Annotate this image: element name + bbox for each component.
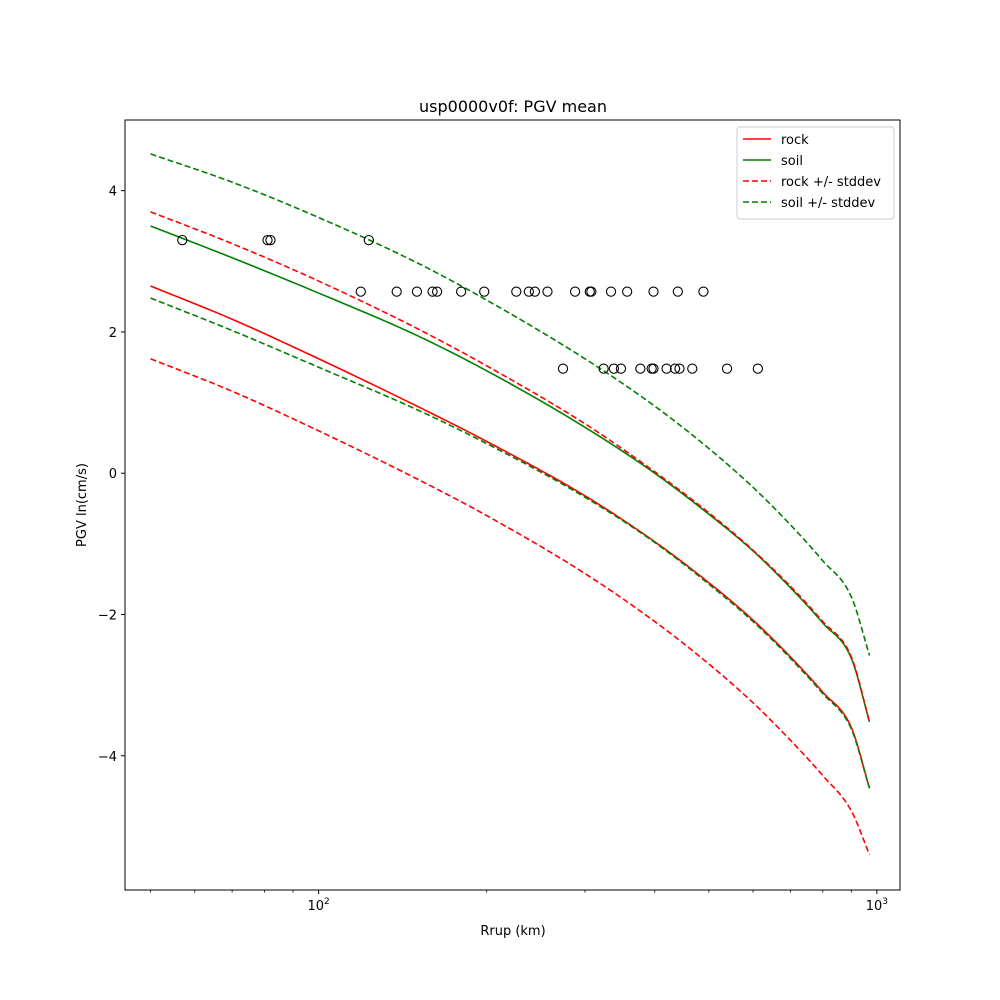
observation-point bbox=[265, 234, 276, 246]
observation-point bbox=[455, 286, 467, 297]
observation-point bbox=[363, 234, 374, 246]
y-tick-label: −2 bbox=[98, 608, 117, 623]
observation-point bbox=[511, 286, 522, 297]
y-tick-label: −4 bbox=[98, 750, 117, 765]
series-line-soil-stddev-5 bbox=[150, 297, 871, 789]
observation-point bbox=[569, 286, 581, 297]
observation-point bbox=[479, 286, 490, 297]
observation-point bbox=[542, 286, 553, 297]
observation-point bbox=[672, 286, 683, 297]
observation-point bbox=[431, 286, 443, 297]
observation-point bbox=[598, 363, 609, 374]
legend-label: rock +/- stddev bbox=[781, 175, 881, 190]
observation-point bbox=[391, 286, 402, 297]
observation-point bbox=[669, 363, 681, 374]
observation-point bbox=[648, 363, 659, 374]
observation-point bbox=[687, 363, 698, 374]
y-tick-label: 4 bbox=[109, 185, 117, 200]
observation-point bbox=[262, 234, 273, 246]
legend-box bbox=[736, 126, 895, 220]
x-tick-label: 103 bbox=[866, 897, 888, 914]
series-line-soil-1 bbox=[150, 225, 871, 723]
y-axis-title: PGV ln(cm/s) bbox=[75, 463, 90, 547]
observation-point bbox=[608, 363, 620, 374]
y-tick-label: 0 bbox=[109, 467, 117, 482]
legend-label: soil bbox=[781, 154, 803, 169]
legend: rock soil rock +/- stddev soil +/- stddev bbox=[736, 126, 895, 220]
observation-point bbox=[622, 286, 633, 297]
axes-frame bbox=[124, 119, 901, 891]
observation-point bbox=[615, 363, 627, 374]
series-line-rock-stddev-2 bbox=[150, 211, 871, 723]
series-line-rock-stddev-3 bbox=[150, 358, 871, 855]
observation-point bbox=[427, 286, 438, 297]
observation-point bbox=[698, 286, 709, 297]
x-axis-title: Rrup (km) bbox=[480, 924, 545, 939]
observation-point bbox=[523, 286, 534, 297]
legend-label: rock bbox=[781, 133, 809, 148]
plot-area: −4 −2 0 2 4 102 103 bbox=[98, 119, 901, 914]
observation-point bbox=[661, 363, 672, 374]
observation-point bbox=[355, 286, 366, 297]
observation-point bbox=[529, 286, 541, 297]
y-tick-label: 2 bbox=[109, 326, 117, 341]
chart-title: usp0000v0f: PGV mean bbox=[419, 97, 607, 116]
observation-point bbox=[177, 234, 188, 246]
observation-point bbox=[605, 286, 617, 297]
observation-point bbox=[721, 363, 733, 374]
x-tick-label: 102 bbox=[307, 897, 329, 914]
series-line-soil-stddev-4 bbox=[150, 153, 871, 656]
observation-point bbox=[635, 363, 646, 374]
observation-point bbox=[557, 363, 569, 374]
observation-point bbox=[674, 363, 685, 374]
observation-point bbox=[586, 286, 597, 297]
legend-label: soil +/- stddev bbox=[781, 196, 876, 211]
observation-point bbox=[411, 286, 423, 297]
observation-point bbox=[752, 363, 763, 374]
observation-point bbox=[648, 286, 659, 297]
